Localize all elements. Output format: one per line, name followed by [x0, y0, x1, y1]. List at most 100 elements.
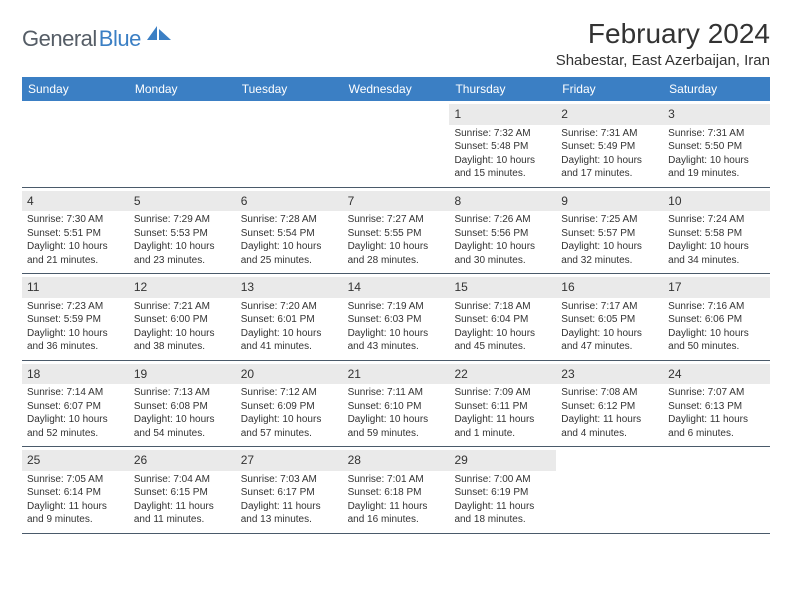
logo-text-general: General — [22, 26, 97, 52]
daylight-line: Daylight: 11 hours and 9 minutes. — [27, 500, 124, 527]
week-row: 1Sunrise: 7:32 AMSunset: 5:48 PMDaylight… — [22, 101, 770, 188]
day-number-bar: 2 — [556, 104, 663, 125]
day-cell — [236, 101, 343, 187]
day-number-bar: 3 — [663, 104, 770, 125]
day-number-bar: 19 — [129, 364, 236, 385]
day-cell: 6Sunrise: 7:28 AMSunset: 5:54 PMDaylight… — [236, 188, 343, 274]
sunset-line: Sunset: 6:01 PM — [241, 313, 338, 327]
sunrise-line: Sunrise: 7:01 AM — [348, 473, 445, 487]
day-number: 26 — [134, 453, 147, 467]
sunset-line: Sunset: 6:15 PM — [134, 486, 231, 500]
daylight-line: Daylight: 10 hours and 43 minutes. — [348, 327, 445, 354]
day-number: 4 — [27, 194, 34, 208]
sunset-line: Sunset: 6:00 PM — [134, 313, 231, 327]
logo: GeneralBlue — [22, 18, 173, 52]
daylight-line: Daylight: 11 hours and 4 minutes. — [561, 413, 658, 440]
daylight-line: Daylight: 10 hours and 17 minutes. — [561, 154, 658, 181]
week-row: 11Sunrise: 7:23 AMSunset: 5:59 PMDayligh… — [22, 274, 770, 361]
sunset-line: Sunset: 6:08 PM — [134, 400, 231, 414]
day-number-bar: 27 — [236, 450, 343, 471]
sunset-line: Sunset: 5:58 PM — [668, 227, 765, 241]
sunset-line: Sunset: 5:48 PM — [454, 140, 551, 154]
daylight-line: Daylight: 10 hours and 38 minutes. — [134, 327, 231, 354]
calendar-page: GeneralBlue February 2024 Shabestar, Eas… — [0, 0, 792, 544]
day-number-bar: 10 — [663, 191, 770, 212]
day-number: 2 — [561, 107, 568, 121]
day-number: 19 — [134, 367, 147, 381]
day-cell: 20Sunrise: 7:12 AMSunset: 6:09 PMDayligh… — [236, 361, 343, 447]
daylight-line: Daylight: 10 hours and 41 minutes. — [241, 327, 338, 354]
sunrise-line: Sunrise: 7:31 AM — [561, 127, 658, 141]
day-number: 15 — [454, 280, 467, 294]
day-number-bar: 21 — [343, 364, 450, 385]
calendar-grid: SundayMondayTuesdayWednesdayThursdayFrid… — [22, 77, 770, 534]
sunset-line: Sunset: 5:49 PM — [561, 140, 658, 154]
day-number: 3 — [668, 107, 675, 121]
month-title: February 2024 — [556, 18, 770, 50]
day-number: 27 — [241, 453, 254, 467]
weeks-container: 1Sunrise: 7:32 AMSunset: 5:48 PMDaylight… — [22, 101, 770, 534]
day-number-bar: 22 — [449, 364, 556, 385]
day-number: 5 — [134, 194, 141, 208]
sunrise-line: Sunrise: 7:27 AM — [348, 213, 445, 227]
day-cell: 23Sunrise: 7:08 AMSunset: 6:12 PMDayligh… — [556, 361, 663, 447]
day-cell — [343, 101, 450, 187]
day-number-bar: 28 — [343, 450, 450, 471]
day-number: 13 — [241, 280, 254, 294]
daylight-line: Daylight: 11 hours and 1 minute. — [454, 413, 551, 440]
day-cell: 8Sunrise: 7:26 AMSunset: 5:56 PMDaylight… — [449, 188, 556, 274]
day-number: 6 — [241, 194, 248, 208]
day-cell: 26Sunrise: 7:04 AMSunset: 6:15 PMDayligh… — [129, 447, 236, 533]
day-number-bar: 12 — [129, 277, 236, 298]
daylight-line: Daylight: 11 hours and 6 minutes. — [668, 413, 765, 440]
week-row: 4Sunrise: 7:30 AMSunset: 5:51 PMDaylight… — [22, 188, 770, 275]
daylight-line: Daylight: 10 hours and 50 minutes. — [668, 327, 765, 354]
sunrise-line: Sunrise: 7:23 AM — [27, 300, 124, 314]
sunrise-line: Sunrise: 7:05 AM — [27, 473, 124, 487]
sunset-line: Sunset: 5:57 PM — [561, 227, 658, 241]
day-cell — [556, 447, 663, 533]
day-number: 28 — [348, 453, 361, 467]
day-number-bar: 8 — [449, 191, 556, 212]
sunrise-line: Sunrise: 7:03 AM — [241, 473, 338, 487]
day-cell: 3Sunrise: 7:31 AMSunset: 5:50 PMDaylight… — [663, 101, 770, 187]
sunset-line: Sunset: 6:18 PM — [348, 486, 445, 500]
daylight-line: Daylight: 11 hours and 16 minutes. — [348, 500, 445, 527]
sunrise-line: Sunrise: 7:08 AM — [561, 386, 658, 400]
day-number-bar: 11 — [22, 277, 129, 298]
sunrise-line: Sunrise: 7:31 AM — [668, 127, 765, 141]
day-number: 20 — [241, 367, 254, 381]
day-number-bar: 17 — [663, 277, 770, 298]
sunrise-line: Sunrise: 7:28 AM — [241, 213, 338, 227]
day-number-bar: 4 — [22, 191, 129, 212]
day-cell — [129, 101, 236, 187]
sunrise-line: Sunrise: 7:09 AM — [454, 386, 551, 400]
day-number-bar: 6 — [236, 191, 343, 212]
day-number-bar: 24 — [663, 364, 770, 385]
day-number: 17 — [668, 280, 681, 294]
sunset-line: Sunset: 5:53 PM — [134, 227, 231, 241]
day-cell: 11Sunrise: 7:23 AMSunset: 5:59 PMDayligh… — [22, 274, 129, 360]
day-cell: 10Sunrise: 7:24 AMSunset: 5:58 PMDayligh… — [663, 188, 770, 274]
weekday-header: Sunday — [22, 77, 129, 101]
day-number-bar: 14 — [343, 277, 450, 298]
daylight-line: Daylight: 10 hours and 52 minutes. — [27, 413, 124, 440]
header: GeneralBlue February 2024 Shabestar, Eas… — [22, 18, 770, 69]
day-cell: 12Sunrise: 7:21 AMSunset: 6:00 PMDayligh… — [129, 274, 236, 360]
daylight-line: Daylight: 10 hours and 30 minutes. — [454, 240, 551, 267]
sunrise-line: Sunrise: 7:16 AM — [668, 300, 765, 314]
title-block: February 2024 Shabestar, East Azerbaijan… — [556, 18, 770, 69]
daylight-line: Daylight: 10 hours and 59 minutes. — [348, 413, 445, 440]
daylight-line: Daylight: 10 hours and 54 minutes. — [134, 413, 231, 440]
daylight-line: Daylight: 11 hours and 11 minutes. — [134, 500, 231, 527]
day-cell: 14Sunrise: 7:19 AMSunset: 6:03 PMDayligh… — [343, 274, 450, 360]
sunrise-line: Sunrise: 7:12 AM — [241, 386, 338, 400]
day-number-bar: 26 — [129, 450, 236, 471]
daylight-line: Daylight: 10 hours and 25 minutes. — [241, 240, 338, 267]
day-number-bar: 13 — [236, 277, 343, 298]
day-cell: 5Sunrise: 7:29 AMSunset: 5:53 PMDaylight… — [129, 188, 236, 274]
day-cell: 9Sunrise: 7:25 AMSunset: 5:57 PMDaylight… — [556, 188, 663, 274]
sunset-line: Sunset: 6:12 PM — [561, 400, 658, 414]
sunset-line: Sunset: 6:19 PM — [454, 486, 551, 500]
daylight-line: Daylight: 10 hours and 19 minutes. — [668, 154, 765, 181]
